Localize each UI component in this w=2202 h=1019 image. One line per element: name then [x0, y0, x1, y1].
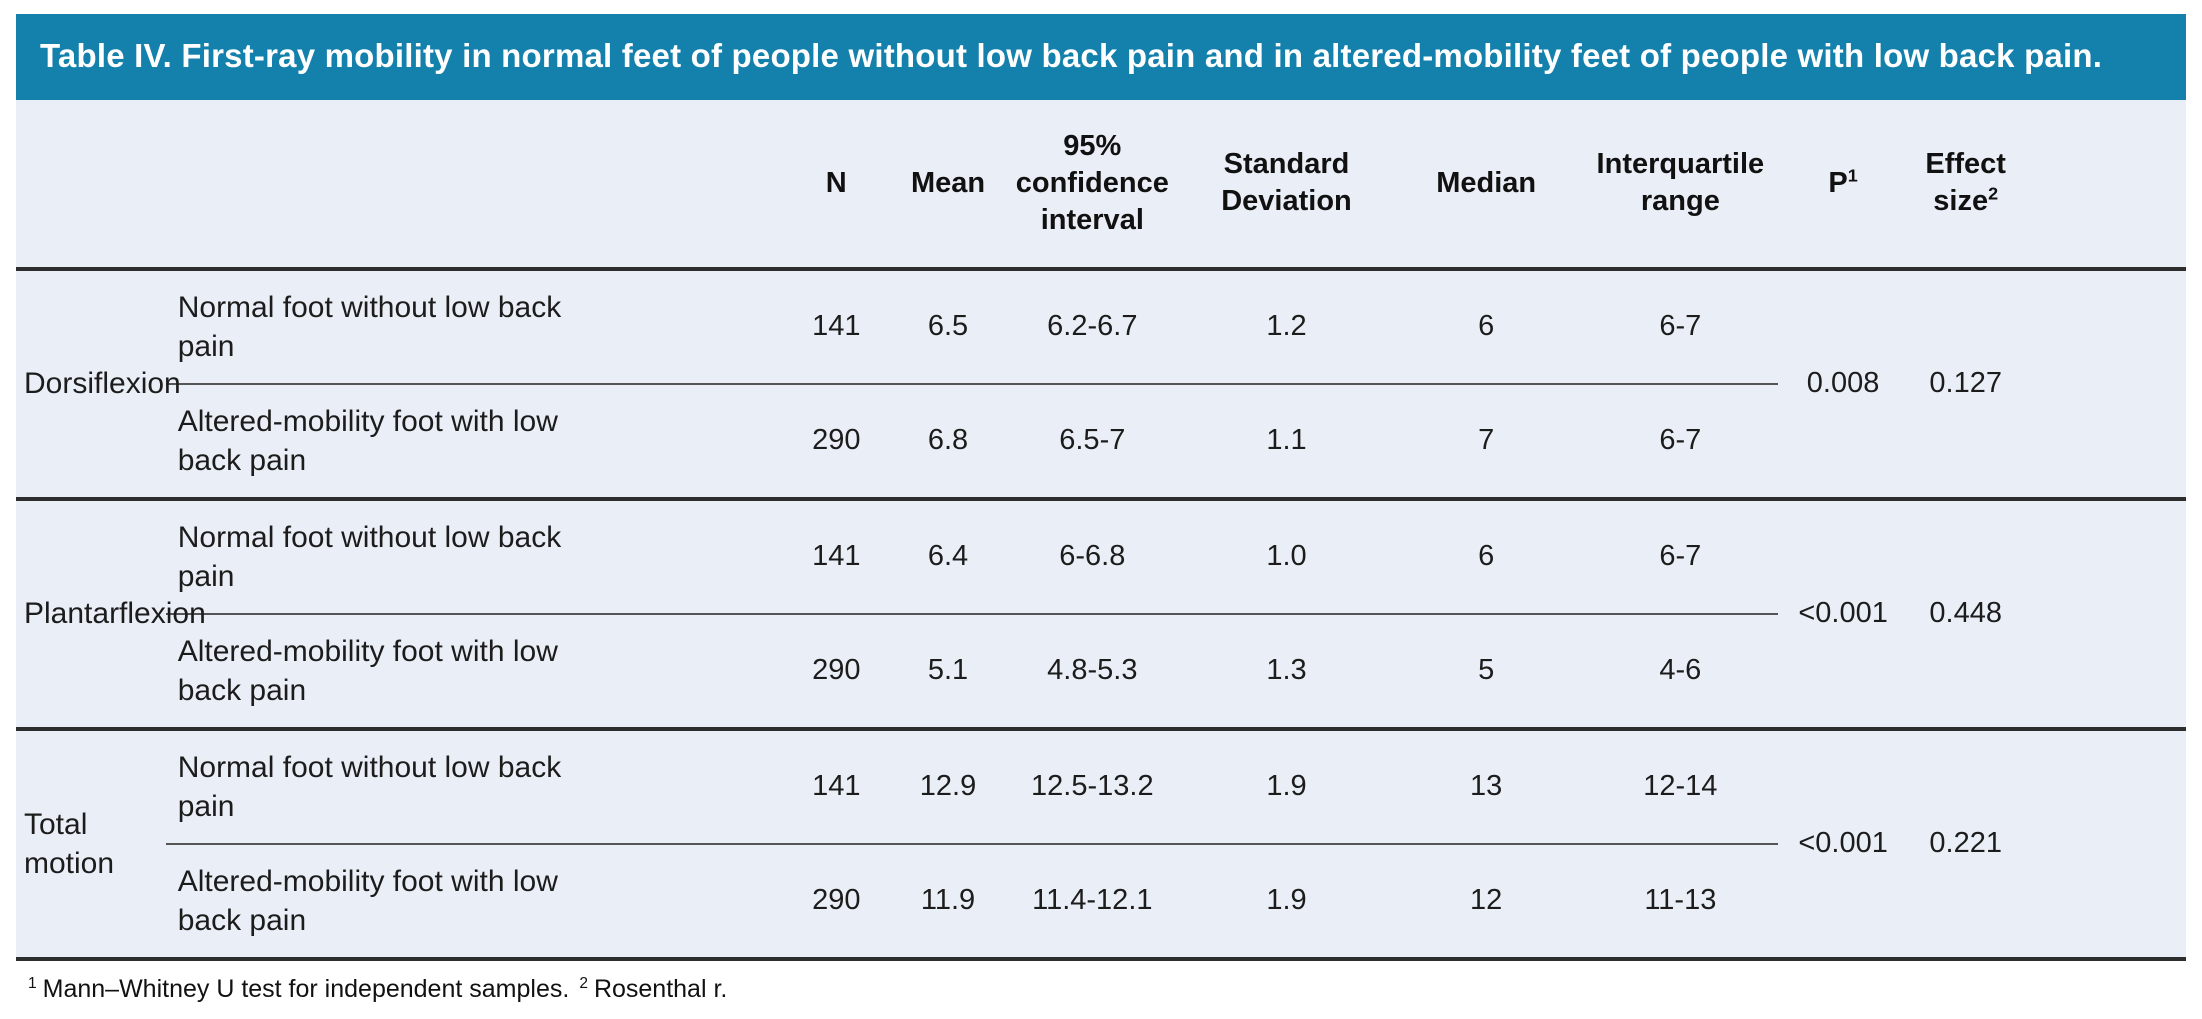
- sub-row-label-cell: Normal foot without low back pain: [165, 496, 778, 615]
- footnote-superscript-2: 2: [579, 974, 588, 992]
- cell-iqr: 6-7: [1582, 268, 1778, 385]
- cell-n: 290: [812, 424, 861, 457]
- header-effect-size-text: Effect size: [1925, 148, 2006, 218]
- table-title: Table IV. First-ray mobility in normal f…: [16, 14, 2186, 100]
- cell-iqr: 6-7: [1582, 496, 1778, 615]
- cell-n: 141: [777, 726, 895, 845]
- cell-ci: 4.8-5.3: [1047, 654, 1138, 687]
- cell-sd: 1.9: [1266, 884, 1307, 917]
- sub-row-label-cell: Altered-mobility foot with low back pain: [166, 614, 778, 729]
- table-body: Dorsiflexion Normal foot without low bac…: [16, 268, 2186, 959]
- row-label-plantarflexion: Plantarflexion: [16, 496, 206, 729]
- cell-p-value: <0.001: [1778, 496, 1909, 729]
- sub-row-label: Altered-mobility foot with low back pain: [177, 864, 558, 937]
- header-row: N Mean 95% confidence interval Standard …: [16, 99, 2186, 271]
- cell-median: 6: [1389, 268, 1583, 385]
- table-row: Plantarflexion Normal foot without low b…: [16, 496, 2186, 729]
- cell-effect-size: 0.127: [1929, 367, 2002, 400]
- sub-row-label: Normal foot without low back pain: [177, 520, 562, 593]
- sub-row-label: Normal foot without low back pain: [177, 290, 562, 363]
- table-card: Table IV. First-ray mobility in normal f…: [16, 14, 2186, 1004]
- cell-iqr: 11-13: [1644, 884, 1717, 917]
- table-row: Total motion Normal foot without low bac…: [16, 726, 2186, 959]
- spacer-cell: [2023, 269, 2186, 499]
- cell-ci: 11.4-12.1: [1032, 884, 1153, 917]
- cell-mean: 12.9: [894, 726, 1002, 845]
- cell-mean: 11.9: [920, 884, 976, 917]
- cell-ci: 6-6.8: [1001, 496, 1184, 615]
- sub-row-label: Altered-mobility foot with low back pain: [177, 404, 558, 477]
- cell-ci: 6.5-7: [1059, 424, 1126, 457]
- cell-n: 141: [777, 496, 895, 615]
- header-iqr-label: Interquartile range: [1596, 148, 1765, 218]
- cell-ci: 6.2-6.7: [1001, 268, 1184, 385]
- footnote-text-2: Rosenthal r.: [593, 974, 728, 1003]
- table-footnote: 1 Mann–Whitney U test for independent sam…: [16, 975, 2186, 1004]
- cell-p-value: 0.008: [1806, 367, 1880, 400]
- cell-n: 290: [812, 654, 861, 687]
- header-sd-label: Standard Deviation: [1221, 148, 1352, 218]
- table-row: Altered-mobility foot with low back pain…: [16, 384, 2186, 499]
- table-header: N Mean 95% confidence interval Standard …: [16, 99, 2186, 271]
- table-row: Dorsiflexion Normal foot without low bac…: [16, 268, 2186, 400]
- cell-sd: 1.0: [1183, 496, 1390, 615]
- header-mean: Mean: [894, 99, 1002, 271]
- footnote-test: 1 Mann–Whitney U test for independent sam…: [28, 975, 569, 1003]
- cell-n: 141: [777, 268, 895, 385]
- footnote-effect: 2 Rosenthal r.: [579, 975, 727, 1003]
- cell-median: 12: [1470, 884, 1503, 917]
- sub-row-label-cell: Altered-mobility foot with low back pain: [166, 844, 778, 959]
- sub-row-label: Normal foot without low back pain: [177, 750, 562, 823]
- header-spacer: [2023, 99, 2186, 271]
- cell-mean: 5.1: [927, 654, 969, 687]
- table-row: Altered-mobility foot with low back pain…: [16, 844, 2186, 959]
- header-empty-label: [16, 99, 166, 271]
- header-effect-size-label: Effect size2: [1916, 146, 2015, 220]
- header-p-label: P: [1828, 166, 1848, 199]
- sub-row-label-cell: Normal foot without low back pain: [165, 268, 778, 385]
- cell-mean: 6.4: [894, 496, 1002, 615]
- cell-sd: 1.9: [1183, 726, 1390, 845]
- spacer-cell: [2023, 496, 2186, 729]
- cell-mean: 6.8: [927, 424, 969, 457]
- header-effect-size: Effect size2: [1908, 99, 2024, 271]
- cell-effect-size: 0.448: [1908, 496, 2024, 729]
- cell-n: 290: [812, 884, 861, 917]
- header-p: P1: [1778, 99, 1909, 271]
- row-label-total-motion: Total motion: [16, 726, 166, 959]
- sub-row-label: Altered-mobility foot with low back pain: [177, 634, 558, 707]
- cell-mean: 6.5: [894, 268, 1002, 385]
- header-n: N: [777, 99, 895, 271]
- header-ci-label: 95% confidence interval: [1015, 129, 1169, 236]
- header-ci: 95% confidence interval: [1001, 99, 1184, 271]
- header-effect-size-superscript: 2: [1988, 183, 1999, 204]
- table-row: Altered-mobility foot with low back pain…: [16, 614, 2186, 729]
- footnote-superscript-1: 1: [28, 974, 37, 992]
- cell-ci: 12.5-13.2: [1001, 726, 1184, 845]
- cell-median: 6: [1389, 496, 1583, 615]
- cell-median: 13: [1389, 726, 1583, 845]
- footnote-text-1: Mann–Whitney U test for independent samp…: [42, 974, 570, 1003]
- cell-median: 5: [1478, 654, 1495, 687]
- cell-median: 7: [1478, 424, 1495, 457]
- cell-sd: 1.3: [1266, 654, 1307, 687]
- header-iqr: Interquartile range: [1582, 99, 1778, 271]
- cell-iqr: 4-6: [1659, 654, 1702, 687]
- row-label-dorsiflexion: Dorsiflexion: [24, 367, 181, 401]
- data-table: N Mean 95% confidence interval Standard …: [16, 99, 2186, 961]
- cell-sd: 1.2: [1183, 268, 1390, 385]
- header-median: Median: [1389, 99, 1583, 271]
- sub-row-label-cell: Altered-mobility foot with low back pain: [166, 384, 778, 499]
- cell-p-value: <0.001: [1778, 726, 1909, 959]
- cell-iqr: 6-7: [1659, 424, 1702, 457]
- sub-row-label-cell: Normal foot without low back pain: [165, 726, 778, 845]
- header-sd: Standard Deviation: [1183, 99, 1390, 271]
- spacer-cell: [2023, 726, 2186, 959]
- cell-iqr: 12-14: [1582, 726, 1778, 845]
- header-p-superscript: 1: [1847, 164, 1858, 185]
- cell-sd: 1.1: [1266, 424, 1307, 457]
- cell-effect-size: 0.221: [1908, 726, 2024, 959]
- header-empty-sublabel: [165, 99, 778, 271]
